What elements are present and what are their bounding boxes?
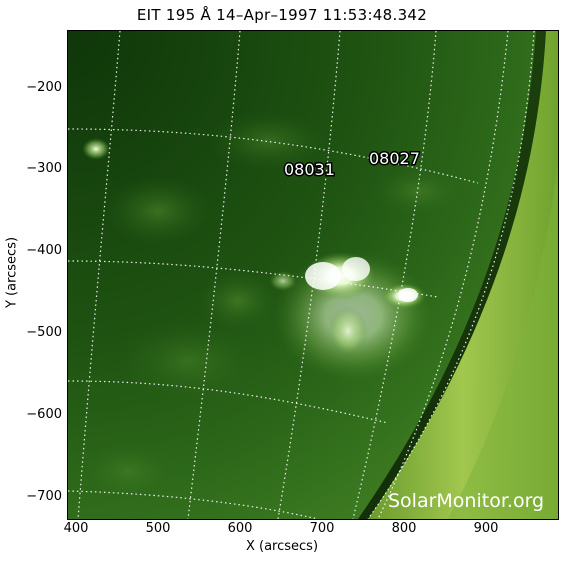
faint-structure xyxy=(208,111,328,171)
active-region-core xyxy=(305,262,341,290)
faint-structure xyxy=(373,166,463,216)
y-tick-label: −600 xyxy=(26,407,62,422)
faint-structure xyxy=(118,321,258,401)
region-label: 08027 xyxy=(369,149,420,168)
image-title: EIT 195 Å 14–Apr–1997 11:53:48.342 xyxy=(136,6,428,24)
solar-image-panel: 08031 08027 SolarMonitor.org xyxy=(67,30,559,520)
y-tick-label: −700 xyxy=(26,489,62,504)
active-region-east xyxy=(398,288,418,302)
y-tick-label: −500 xyxy=(26,325,62,340)
watermark: SolarMonitor.org xyxy=(388,490,544,512)
faint-structure xyxy=(78,441,178,501)
y-tick-label: −200 xyxy=(26,80,62,95)
active-region-loops xyxy=(328,306,368,356)
active-region-core xyxy=(342,257,370,281)
x-tick-label: 600 xyxy=(227,521,253,536)
x-tick-label: 800 xyxy=(391,521,417,536)
region-label: 08031 xyxy=(284,160,335,179)
bright-point xyxy=(82,138,110,160)
x-tick-label: 700 xyxy=(309,521,335,536)
heliographic-grid xyxy=(68,31,535,519)
y-tick-label: −300 xyxy=(26,161,62,176)
y-tick-label: −400 xyxy=(26,243,62,258)
x-tick-label: 400 xyxy=(63,521,89,536)
x-axis-label: X (arcsecs) xyxy=(245,539,319,554)
active-region-west xyxy=(269,271,297,291)
faint-structure xyxy=(198,271,278,331)
x-tick-label: 500 xyxy=(145,521,171,536)
eit-195-image: 08031 08027 SolarMonitor.org xyxy=(68,31,558,519)
outer-corona-glow xyxy=(448,31,558,519)
x-tick-label: 900 xyxy=(473,521,499,536)
faint-structure xyxy=(103,176,213,246)
y-axis-label: Y (arcsecs) xyxy=(4,236,20,309)
